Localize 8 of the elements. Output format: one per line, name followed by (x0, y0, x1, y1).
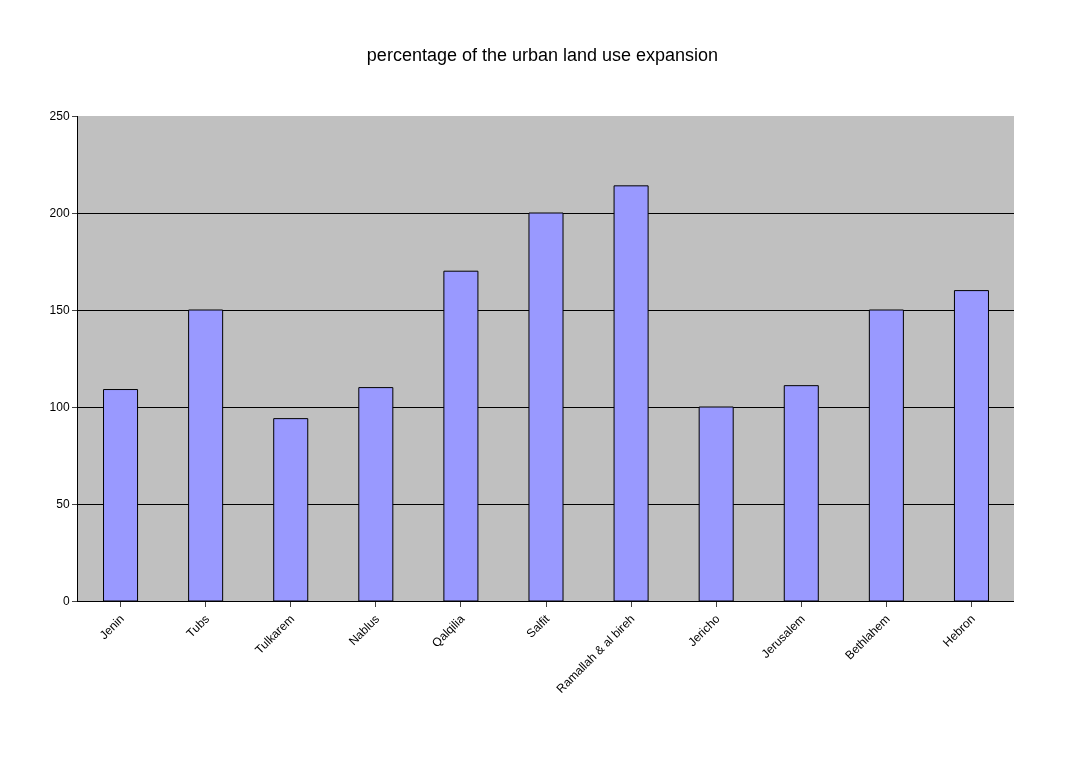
chart-title: percentage of the urban land use expansion (366, 44, 719, 65)
y-tick-label: 150 (49, 303, 70, 318)
y-tick-label: 250 (49, 109, 70, 124)
y-tick-label: 50 (56, 497, 70, 512)
y-tick-label: 0 (62, 594, 70, 609)
x-tick-label: Tubs (183, 611, 212, 641)
y-tick-label: 200 (49, 206, 70, 221)
y-tick-label: 100 (49, 400, 70, 415)
